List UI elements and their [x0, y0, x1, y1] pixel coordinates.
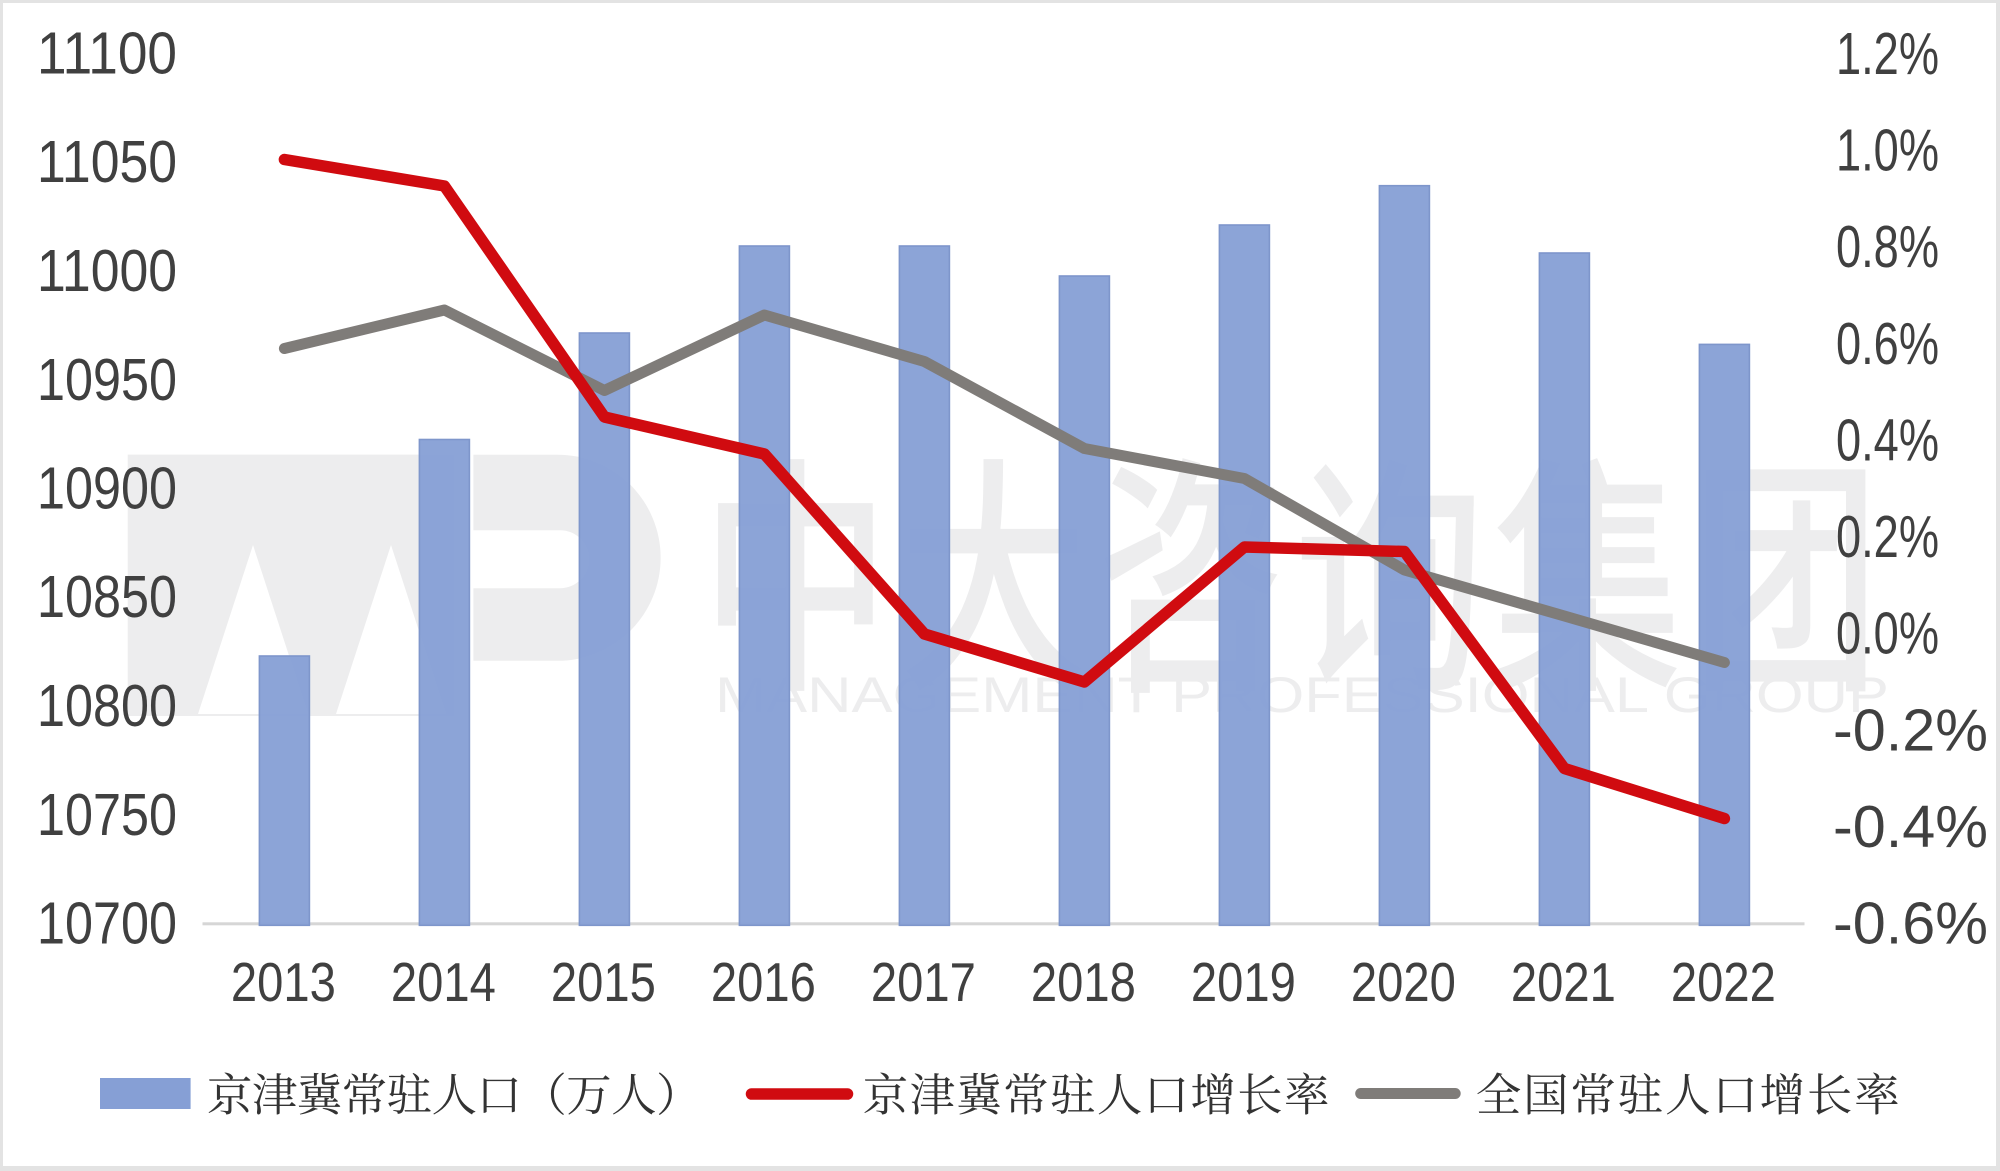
svg-text:-0.4%: -0.4%: [1833, 794, 1988, 860]
svg-text:0.8%: 0.8%: [1836, 214, 1939, 280]
svg-text:2017: 2017: [871, 951, 976, 1013]
svg-text:2015: 2015: [551, 951, 656, 1013]
svg-text:0.0%: 0.0%: [1836, 601, 1939, 667]
svg-text:11000: 11000: [37, 238, 177, 304]
svg-text:2019: 2019: [1191, 951, 1296, 1013]
svg-text:10800: 10800: [37, 673, 177, 739]
svg-text:-0.2%: -0.2%: [1833, 697, 1988, 763]
svg-text:2021: 2021: [1511, 951, 1616, 1013]
svg-text:1.2%: 1.2%: [1836, 21, 1939, 87]
svg-text:11050: 11050: [37, 129, 177, 195]
svg-text:10700: 10700: [37, 891, 177, 957]
svg-text:2018: 2018: [1031, 951, 1136, 1013]
svg-text:10850: 10850: [37, 564, 177, 630]
svg-text:10900: 10900: [37, 456, 177, 522]
svg-text:2014: 2014: [391, 951, 496, 1013]
svg-text:1.0%: 1.0%: [1836, 118, 1939, 184]
svg-text:11100: 11100: [37, 21, 177, 87]
svg-text:2013: 2013: [231, 951, 336, 1013]
svg-text:10950: 10950: [37, 347, 177, 413]
svg-text:0.4%: 0.4%: [1836, 407, 1939, 473]
svg-text:2020: 2020: [1351, 951, 1456, 1013]
svg-text:-0.6%: -0.6%: [1833, 891, 1988, 957]
svg-text:0.6%: 0.6%: [1836, 311, 1939, 377]
svg-text:2022: 2022: [1671, 951, 1776, 1013]
svg-text:2016: 2016: [711, 951, 816, 1013]
svg-text:0.2%: 0.2%: [1836, 504, 1939, 570]
svg-text:10750: 10750: [37, 782, 177, 848]
